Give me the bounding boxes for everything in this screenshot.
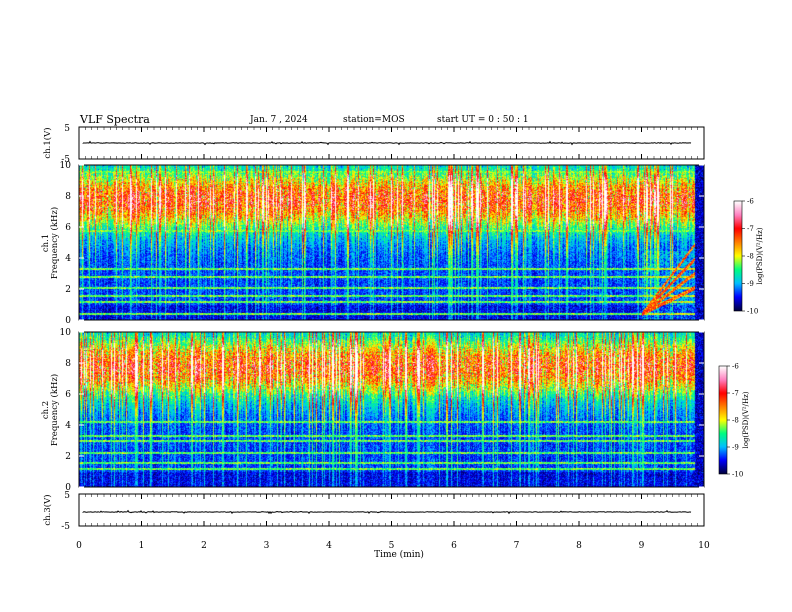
ch1-channel-label: ch.1 [41,234,51,252]
ch1-ytick-top: 5 [64,124,70,134]
time-axis-label: Time (min) [374,549,424,560]
ch1-freq-tick-label: 6 [65,223,71,233]
ch1-spectrogram-image [79,165,704,320]
ch1-waveform-panel: 5 -5 ch.1(V) [42,124,705,165]
ch2-colorbar-ticks: -6 -7 -8 -9 -10 [727,363,743,479]
ch2-freq-tick-label: 8 [65,359,71,369]
ch1-colorbar-gradient [734,201,742,311]
time-tick-label: 10 [698,541,710,551]
time-tick-label: 6 [451,541,457,551]
time-tick-label: 8 [576,541,582,551]
ch3-ytick-bottom: -5 [61,522,70,532]
ch3-ytick-top: 5 [64,491,70,501]
ch2-colorbar-gradient [719,366,727,474]
ch3-volt-axis-label: ch.3(V) [42,494,53,525]
time-tick-label: 2 [201,541,207,551]
ch1-colorbar-tick-label: -7 [747,225,754,233]
ch1-spectrogram-panel: 0 2 4 6 8 10 ch.1 Frequency (kHz) [41,161,705,326]
ch1-ytick-bottom: -5 [61,155,70,165]
ch1-colorbar-ticks: -6 -7 -8 -9 -10 [742,198,758,316]
ch2-colorbar-tick-label: -7 [732,390,739,398]
ch1-colorbar: -6 -7 -8 -9 -10 log(PSD)(V²/Hz) [733,198,764,316]
ch1-freq-tick-label: 2 [65,285,71,295]
time-tick-label: 4 [326,541,332,551]
ch2-freq-tick-label: 0 [65,483,71,493]
ch2-freq-ticks: 0 2 4 6 8 10 [60,328,704,493]
ch1-freq-tick-label: 4 [65,254,71,264]
time-tick-label: 0 [76,541,82,551]
time-axis-ticks: 0 1 2 3 4 5 6 7 8 9 10 [76,127,710,551]
ch2-freq-tick-label: 6 [65,390,71,400]
ch2-colorbar-tick-label: -9 [732,444,739,452]
ch1-freq-tick-label: 10 [60,161,72,171]
ch1-freq-tick-label: 8 [65,192,71,202]
station-label: station=MOS [343,115,405,125]
start-time-label: start UT = 0 : 50 : 1 [437,115,529,125]
ch1-freq-ticks: 0 2 4 6 8 10 [60,161,704,326]
ch3-waveform-trace [82,509,692,515]
ch1-colorbar-label: log(PSD)(V²/Hz) [756,227,764,284]
ch1-volt-axis-label: ch.1(V) [42,127,53,158]
ch2-freq-tick-label: 4 [65,421,71,431]
ch2-spectrogram-panel: 0 2 4 6 8 10 ch.2 Frequency (kHz) [41,328,705,493]
ch2-channel-label: ch.2 [41,401,51,419]
ch2-frequency-axis-label: Frequency (kHz) [49,374,60,446]
date-label: Jan. 7 , 2024 [249,115,308,125]
ch2-colorbar-tick-label: -6 [732,363,739,371]
ch2-freq-tick-label: 10 [60,328,72,338]
figure-title: VLF Spectra [79,113,150,126]
ch2-spectrogram-image [79,332,704,487]
ch1-waveform-trace [82,140,692,146]
time-tick-label: 3 [264,541,270,551]
time-tick-label: 5 [389,541,395,551]
ch2-colorbar-tick-label: -8 [732,417,739,425]
time-tick-label: 9 [639,541,645,551]
ch2-freq-tick-label: 2 [65,452,71,462]
ch1-colorbar-tick-label: -6 [747,198,754,206]
ch2-colorbar-label: log(PSD)(V²/Hz) [742,391,750,448]
ch3-waveform-panel: 5 -5 ch.3(V) [42,491,705,532]
ch1-colorbar-tick-label: -9 [747,280,754,288]
time-tick-label: 7 [514,541,520,551]
ch1-frequency-axis-label: Frequency (kHz) [49,207,60,279]
ch1-freq-tick-label: 0 [65,316,71,326]
ch1-colorbar-tick-label: -8 [747,253,754,261]
ch2-colorbar: -6 -7 -8 -9 -10 log(PSD)(V²/Hz) [718,363,750,479]
time-tick-label: 1 [139,541,145,551]
ch1-colorbar-tick-label: -10 [747,308,758,316]
ch2-colorbar-tick-label: -10 [732,471,743,479]
